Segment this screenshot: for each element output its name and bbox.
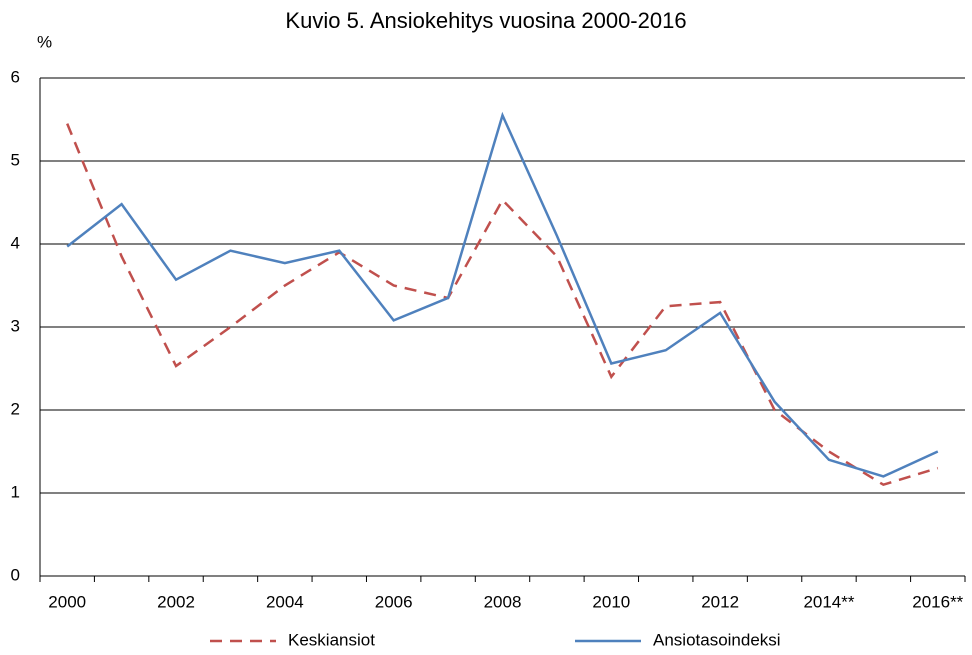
x-tick-label: 2012 (701, 592, 739, 611)
y-tick-label: 1 (11, 482, 20, 501)
line-series (66, 123, 939, 487)
chart-title: Kuvio 5. Ansiokehitys vuosina 2000-2016 (285, 8, 686, 33)
y-tick-label: 4 (11, 233, 20, 252)
y-axis-label: % (37, 32, 52, 51)
y-tick-label: 3 (11, 316, 20, 335)
legend-label: Ansiotasoindeksi (653, 630, 781, 649)
x-tick-label: 2008 (484, 592, 522, 611)
line-series (66, 111, 939, 478)
y-tick-label: 6 (11, 67, 20, 86)
x-tick-label: 2002 (157, 592, 195, 611)
x-tick-label: 2014** (803, 592, 854, 611)
y-tick-label: 0 (11, 565, 20, 584)
y-tick-label: 5 (11, 150, 20, 169)
x-tick-label: 2016** (912, 592, 963, 611)
x-tick-label: 2004 (266, 592, 304, 611)
x-tick-label: 2010 (592, 592, 630, 611)
x-tick-label: 2000 (48, 592, 86, 611)
legend-label: Keskiansiot (288, 630, 375, 649)
y-tick-label: 2 (11, 399, 20, 418)
x-tick-label: 2006 (375, 592, 413, 611)
